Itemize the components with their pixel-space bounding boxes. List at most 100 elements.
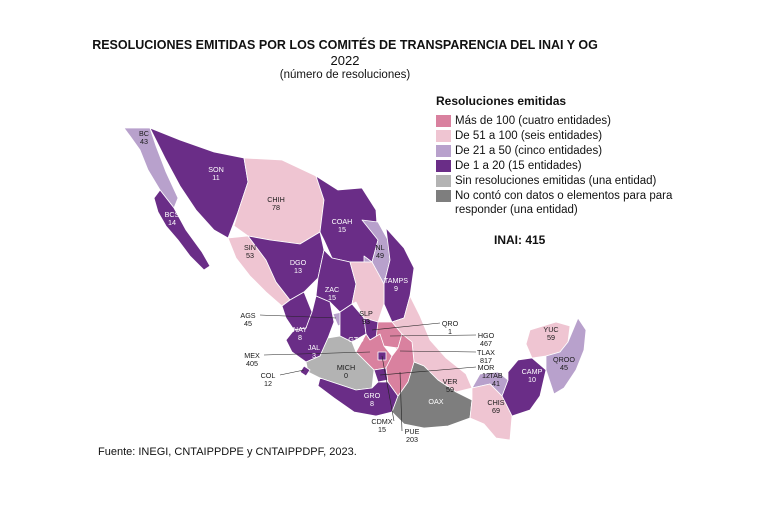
leader-line [259, 314, 337, 319]
state-value-label: 59 [446, 385, 454, 394]
leader-line [263, 351, 371, 356]
legend-item: No contó con datos o elementos para para… [436, 189, 705, 217]
state-value-label: 8 [370, 399, 374, 408]
state-code-label: OAX [428, 397, 443, 406]
leader-line [399, 371, 403, 432]
state-code-label: BCS [165, 210, 180, 219]
legend-swatch [436, 190, 451, 202]
state-code-label: SLP [359, 309, 373, 318]
state-value-label: 405 [246, 359, 258, 368]
state-bcs [153, 189, 211, 271]
state-code-label: GRO [364, 391, 381, 400]
state-code-label: CHIS [487, 398, 504, 407]
legend-label: No contó con datos o elementos para para… [455, 190, 673, 216]
state-value-label: 10 [528, 375, 536, 384]
state-value-label: 12 [264, 379, 272, 388]
state-value-label: 13 [294, 266, 302, 275]
state-code-label: TAB [489, 371, 503, 380]
state-code-label: TAMPS [384, 276, 408, 285]
state-value-label: 93 [362, 317, 370, 326]
state-code-label: MEX [244, 351, 260, 360]
leader-line [381, 355, 395, 422]
state-code-label: TLAX [477, 348, 495, 357]
state-value-label: 12 [482, 371, 490, 380]
state-code-label: COAH [332, 217, 353, 226]
state-code-label: SON [208, 165, 224, 174]
state-value-label: 203 [406, 435, 418, 444]
state-jal [285, 295, 335, 363]
state-value-label: 45 [560, 363, 568, 372]
source-note: Fuente: INEGI, CNTAIPPDPE y CNTAIPPDPF, … [98, 446, 357, 458]
legend-item: Más de 100 (cuatro entidades) [436, 114, 705, 128]
state-value-label: 9 [394, 284, 398, 293]
state-code-label: ZAC [325, 285, 339, 294]
map-unit-note: (número de resoluciones) [279, 69, 411, 81]
state-qroo [545, 317, 587, 395]
state-code-label: YUC [543, 325, 558, 334]
map-title: RESOLUCIONES EMITIDAS POR LOS COMITÉS DE… [92, 38, 598, 52]
state-value-label: 15 [378, 425, 386, 434]
state-code-label: COL [261, 371, 276, 380]
state-value-label: 8 [298, 333, 302, 342]
state-value-label: 467 [480, 339, 492, 348]
state-code-label: PUE [405, 427, 420, 436]
legend-swatch [436, 115, 451, 127]
legend-swatch [436, 175, 451, 187]
legend-swatch [436, 160, 451, 172]
state-value-label: 817 [480, 356, 492, 365]
state-value-label: 3 [312, 351, 316, 360]
state-code-label: CHIH [267, 195, 285, 204]
state-code-label: CDMX [371, 417, 392, 426]
state-code-label: VER [443, 377, 458, 386]
leader-line [389, 334, 477, 337]
state-col [299, 365, 311, 377]
state-value-label: 78 [272, 203, 280, 212]
legend-item: Sin resoluciones emitidas (una entidad) [436, 174, 705, 188]
state-value-label: 53 [246, 251, 254, 260]
state-code-label: MICH [337, 363, 355, 372]
state-code-label: BC [139, 129, 149, 138]
state-value-label: 49 [376, 251, 384, 260]
state-code-label: JAL [308, 343, 320, 352]
state-value-label: 14 [168, 218, 176, 227]
map-legend: Resoluciones emitidas Más de 100 (cuatro… [436, 94, 705, 218]
state-value-label: 15 [328, 293, 336, 302]
state-code-label: GTO [348, 335, 364, 344]
state-code-label: AGS [240, 311, 255, 320]
leader-line [399, 350, 477, 353]
legend-swatch [436, 145, 451, 157]
state-code-label: SIN [244, 243, 256, 252]
state-code-label: NAY [293, 325, 307, 334]
state-value-label: 11 [212, 173, 219, 182]
legend-label: De 1 a 20 (15 entidades) [455, 160, 582, 172]
state-value-label: 69 [492, 406, 500, 415]
state-value-label: 45 [244, 319, 252, 328]
state-value-label: 41 [492, 379, 500, 388]
state-code-label: DGO [290, 258, 307, 267]
state-value-label: 0 [344, 371, 348, 380]
state-value-label: 59 [547, 333, 555, 342]
leader-line [371, 322, 441, 331]
legend-item: De 21 a 50 (cinco entidades) [436, 144, 705, 158]
state-chis [469, 383, 513, 441]
legend-item: De 51 a 100 (seis entidades) [436, 129, 705, 143]
state-code-label: CAMP [522, 367, 543, 376]
legend-label: De 51 a 100 (seis entidades) [455, 130, 603, 142]
state-value-label: 7 [354, 343, 358, 352]
legend-label: Sin resoluciones emitidas (una entidad) [455, 175, 657, 187]
leader-line [379, 366, 477, 376]
state-code-label: QROO [553, 355, 575, 364]
state-value-label: 15 [338, 225, 346, 234]
state-code-label: MOR [478, 363, 495, 372]
legend-swatch [436, 130, 451, 142]
legend-title: Resoluciones emitidas [436, 94, 567, 108]
state-value-label: 1 [448, 327, 452, 336]
legend-label: De 21 a 50 (cinco entidades) [455, 145, 603, 157]
state-code-label: HGO [478, 331, 495, 340]
map-year: 2022 [330, 53, 360, 68]
state-code-label: NL [375, 243, 384, 252]
state-value-label: 43 [140, 137, 148, 146]
state-pue [385, 333, 415, 397]
legend-item: De 1 a 20 (15 entidades) [436, 159, 705, 173]
